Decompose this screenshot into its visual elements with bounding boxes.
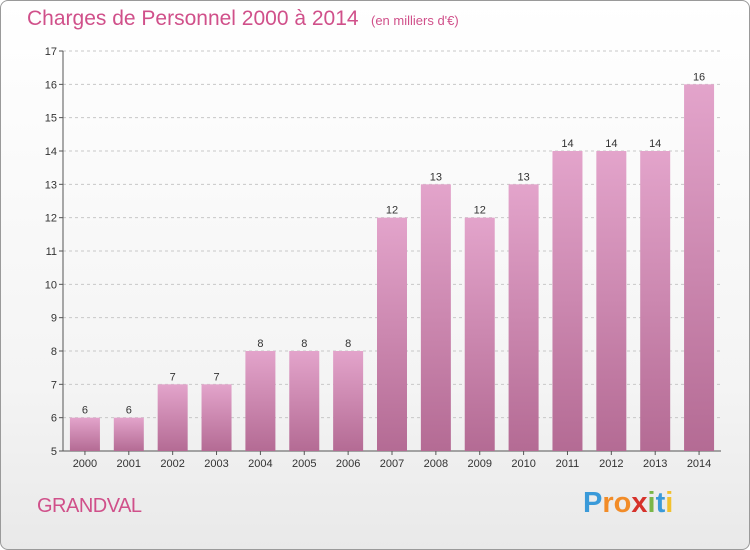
bar-value-label: 14 <box>649 138 661 150</box>
y-tick-label: 13 <box>45 179 57 191</box>
y-tick-label: 16 <box>45 79 57 91</box>
bar-2003[interactable] <box>201 384 232 451</box>
bar-value-label: 6 <box>82 405 88 417</box>
logo-letter: x <box>631 487 648 519</box>
y-tick-label: 9 <box>51 313 57 325</box>
y-tick-label: 11 <box>46 246 57 258</box>
y-tick-label: 5 <box>51 446 57 458</box>
bar-value-label: 13 <box>430 171 442 183</box>
bar-value-label: 8 <box>257 338 263 350</box>
bar-2010[interactable] <box>508 184 539 452</box>
bar-value-label: 6 <box>126 405 132 417</box>
y-tick-label: 8 <box>51 346 57 358</box>
bar-value-label: 7 <box>213 371 219 383</box>
x-tick-label: 2008 <box>424 458 448 470</box>
bar-2002[interactable] <box>157 384 188 451</box>
y-tick-label: 7 <box>51 379 57 391</box>
x-tick-label: 2013 <box>643 458 667 470</box>
x-tick-label: 2014 <box>687 458 711 470</box>
bar-value-label: 12 <box>386 205 398 217</box>
x-tick-label: 2001 <box>117 458 141 470</box>
bar-2006[interactable] <box>333 351 364 451</box>
y-tick-label: 17 <box>45 46 57 58</box>
x-tick-label: 2005 <box>292 458 316 470</box>
x-tick-label: 2004 <box>248 458 272 470</box>
bar-value-label: 8 <box>301 338 307 350</box>
y-tick-label: 6 <box>51 413 57 425</box>
bar-2008[interactable] <box>420 184 451 452</box>
x-tick-label: 2007 <box>380 458 404 470</box>
chart-title: Charges de Personnel 2000 à 2014 <box>27 7 359 30</box>
bar-2004[interactable] <box>245 351 276 451</box>
x-tick-label: 2000 <box>73 458 97 470</box>
logo-letter: P <box>583 487 603 519</box>
bar-value-label: 14 <box>605 138 617 150</box>
y-tick-label: 10 <box>45 279 57 291</box>
logo-letter: r <box>602 487 614 519</box>
proxiti-logo[interactable]: Proxiti <box>583 487 673 520</box>
y-tick-label: 14 <box>45 146 57 158</box>
logo-letter: i <box>647 487 656 519</box>
bar-2013[interactable] <box>640 151 671 451</box>
bar-2011[interactable] <box>552 151 583 451</box>
logo-letter: t <box>655 487 666 519</box>
x-tick-label: 2003 <box>204 458 228 470</box>
x-tick-label: 2009 <box>467 458 491 470</box>
bar-value-label: 7 <box>170 371 176 383</box>
bar-2009[interactable] <box>464 217 495 451</box>
bar-value-label: 16 <box>693 71 705 83</box>
logo-letter: o <box>613 487 632 519</box>
y-tick-label: 12 <box>45 213 57 225</box>
x-tick-label: 2002 <box>160 458 184 470</box>
y-tick-label: 15 <box>45 113 57 125</box>
bar-2007[interactable] <box>377 217 407 451</box>
bar-2001[interactable] <box>113 417 144 451</box>
chart-subtitle: (en milliers d'€) <box>371 13 459 28</box>
bar-2005[interactable] <box>289 351 320 451</box>
x-tick-label: 2011 <box>556 458 580 470</box>
bar-value-label: 13 <box>517 171 529 183</box>
bar-2012[interactable] <box>596 151 627 451</box>
x-tick-label: 2006 <box>336 458 360 470</box>
bar-2000[interactable] <box>69 417 100 451</box>
bar-value-label: 8 <box>345 338 351 350</box>
bar-2014[interactable] <box>684 84 715 451</box>
logo-letter: i <box>665 487 674 519</box>
bar-value-label: 14 <box>561 138 573 150</box>
x-tick-label: 2012 <box>599 458 623 470</box>
x-tick-label: 2010 <box>511 458 535 470</box>
bar-value-label: 12 <box>474 205 486 217</box>
town-name: GRANDVAL <box>37 495 142 517</box>
